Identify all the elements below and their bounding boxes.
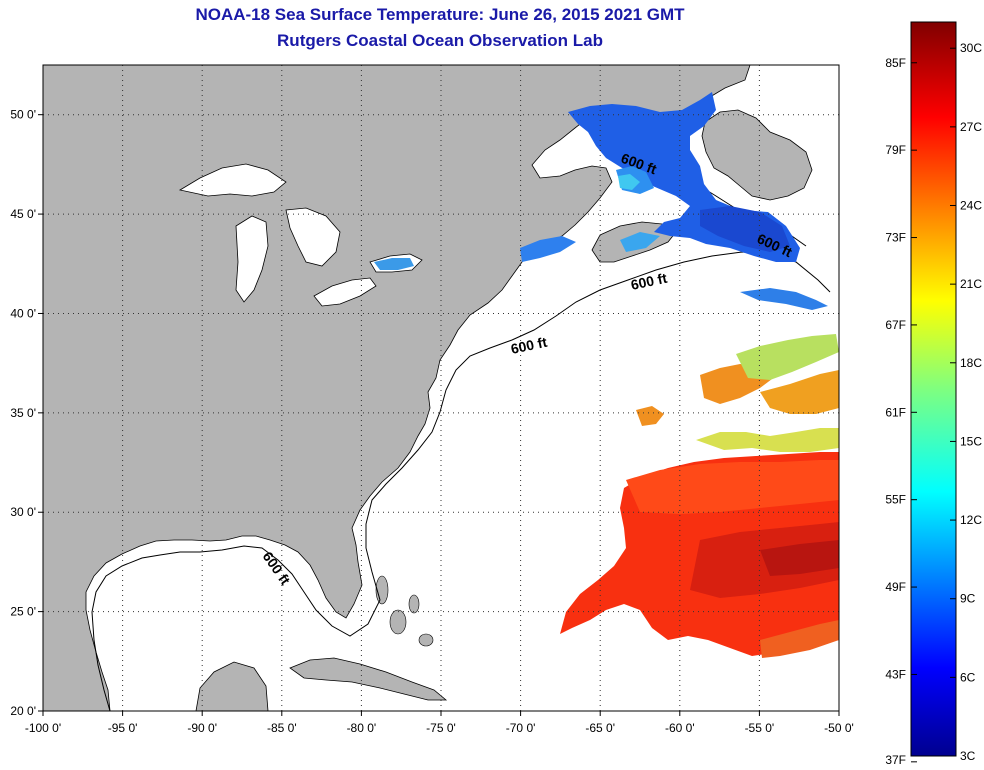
sst-mid-band [636,334,839,452]
fahrenheit-label: 61F [885,405,906,419]
lat-tick-label: 25 0' [10,605,36,619]
lat-tick-label: 30 0' [10,505,36,519]
fahrenheit-label: 43F [885,667,906,681]
lon-tick-label: -80 0' [347,721,377,735]
lon-tick-label: -75 0' [426,721,456,735]
sst-warm-south [560,452,839,658]
lon-tick-label: -50 0' [824,721,854,735]
colorbar-labels: 30C 27C 24C 21C 18C 15C 12C 9C 6C 3C 85F 79F 73F 67F 6… [885,41,982,767]
celsius-label: 15C [960,434,982,448]
fahrenheit-label: 37F [885,753,906,767]
lon-tick-label: -90 0' [187,721,217,735]
fahrenheit-label: 55F [885,493,906,507]
bahamas-islands [375,575,434,647]
celsius-label: 18C [960,356,982,370]
lat-tick-label: 40 0' [10,306,36,320]
lon-tick-label: -70 0' [506,721,536,735]
map-subtitle: Rutgers Coastal Ocean Observation Lab [277,31,603,50]
celsius-label: 6C [960,670,976,684]
fahrenheit-label: 67F [885,318,906,332]
lon-tick-label: -55 0' [745,721,775,735]
lake-michigan [235,215,269,303]
sst-cold-north [374,92,828,310]
lon-tick-label: -60 0' [665,721,695,735]
fahrenheit-label: 79F [885,143,906,157]
lon-tick-label: -65 0' [585,721,615,735]
celsius-label: 9C [960,592,976,606]
celsius-label: 27C [960,120,982,134]
contour-600ft [91,251,831,711]
lon-tick-label: -95 0' [108,721,138,735]
celsius-label: 21C [960,277,982,291]
lon-tick-label: -100 0' [25,721,61,735]
celsius-label: 30C [960,41,982,55]
land-cuba [289,657,448,701]
land-north-america [43,65,751,711]
lat-tick-label: 20 0' [10,704,36,718]
celsius-label: 24C [960,199,982,213]
lake-erie [313,277,377,307]
lake-huron [285,207,341,267]
lat-tick-label: 50 0' [10,108,36,122]
colorbar [910,21,957,757]
fahrenheit-label: 49F [885,580,906,594]
lat-tick-label: 45 0' [10,207,36,221]
map-title: NOAA-18 Sea Surface Temperature: June 26… [195,5,685,24]
fahrenheit-label: 85F [885,56,906,70]
land-newfoundland [701,109,813,201]
contour-label-georges-bank: 600 ft [629,270,668,293]
lon-tick-label: -85 0' [267,721,297,735]
celsius-label: 3C [960,749,976,763]
contour-label-mid-atlantic: 600 ft [509,334,548,357]
celsius-label: 12C [960,513,982,527]
axis-ticks: -100 0' -95 0' -90 0' -85 0' -80 0' -75 0' -70… [10,108,853,735]
fahrenheit-label: 73F [885,231,906,245]
lat-tick-label: 35 0' [10,406,36,420]
lake-superior [178,163,287,197]
